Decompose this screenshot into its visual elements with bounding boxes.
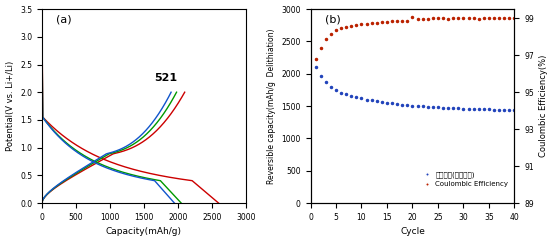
Y-axis label: Potential(V vs. Li+/Li): Potential(V vs. Li+/Li) [6, 61, 14, 151]
Text: (b): (b) [325, 15, 341, 25]
X-axis label: Cycle: Cycle [400, 227, 425, 236]
Text: (a): (a) [57, 15, 72, 25]
Y-axis label: Reversible capacity(mAh/g  Delithiation): Reversible capacity(mAh/g Delithiation) [266, 28, 276, 184]
Text: 521: 521 [154, 73, 177, 83]
Legend: 방전용량(가역용량), Coulombic Efficiency: 방전용량(가역용량), Coulombic Efficiency [417, 168, 511, 190]
Y-axis label: Coulombic Efficiency(%): Coulombic Efficiency(%) [540, 55, 548, 157]
X-axis label: Capacity(mAh/g): Capacity(mAh/g) [106, 227, 182, 236]
